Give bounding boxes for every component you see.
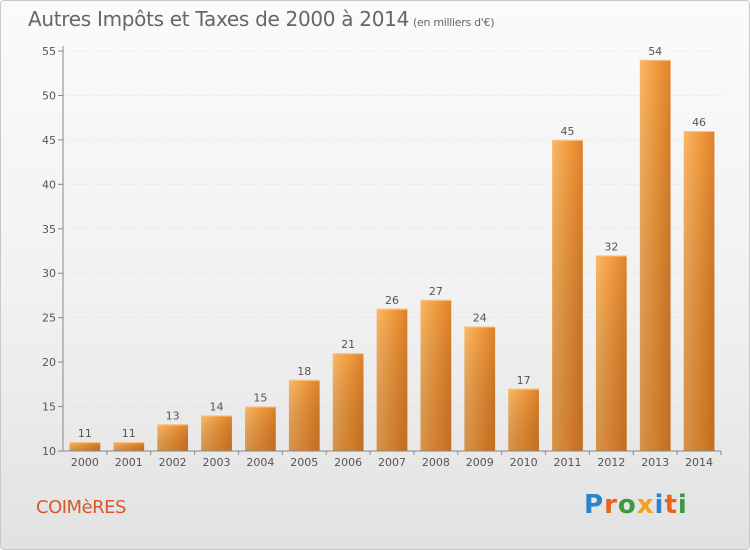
bar-shade — [464, 326, 496, 451]
x-tick-label: 2005 — [290, 456, 318, 469]
bar-shade — [288, 379, 320, 451]
y-tick-label: 50 — [42, 89, 56, 102]
x-tick-label: 2011 — [553, 456, 581, 469]
y-tick-label: 35 — [42, 223, 56, 236]
value-label: 45 — [560, 125, 574, 138]
logo-letter: i — [677, 490, 688, 520]
commune-name: COIMèRES — [36, 497, 126, 518]
axes — [58, 46, 722, 455]
value-label: 27 — [429, 285, 443, 298]
bar-shade — [201, 415, 232, 451]
value-label: 32 — [604, 240, 618, 253]
labels: 10 15 20 25 30 35 40 45 50 55 11 2000 11 2001 13 2002 14… — [42, 45, 713, 469]
bar-shade — [332, 353, 364, 451]
bar-shade — [508, 388, 539, 451]
x-tick-label: 2003 — [203, 456, 231, 469]
x-tick-label: 2004 — [246, 456, 274, 469]
y-tick-label: 45 — [42, 134, 56, 147]
logo-letter: t — [664, 490, 678, 520]
y-tick-label: 40 — [42, 178, 56, 191]
y-tick-label: 10 — [42, 445, 56, 458]
value-label: 13 — [166, 409, 180, 422]
x-tick-label: 2006 — [334, 456, 362, 469]
bar-shade — [376, 308, 408, 451]
logo-letter: P — [584, 490, 605, 520]
y-tick-label: 20 — [42, 356, 56, 369]
x-tick-label: 2007 — [378, 456, 406, 469]
bar-shade — [113, 442, 145, 451]
value-label: 24 — [473, 312, 487, 325]
bar-shade — [69, 442, 101, 451]
value-label: 46 — [692, 116, 706, 129]
x-tick-label: 2001 — [115, 456, 143, 469]
value-label: 11 — [122, 427, 136, 440]
logo-letter: i — [654, 490, 665, 520]
logo-letter: r — [604, 490, 618, 520]
bar-shade — [683, 131, 715, 451]
y-tick-label: 55 — [42, 45, 56, 58]
x-tick-label: 2000 — [71, 456, 99, 469]
value-label: 18 — [297, 365, 311, 378]
value-label: 15 — [253, 392, 267, 405]
proxiti-logo: Proxiti — [584, 490, 688, 520]
bar-shade — [420, 299, 452, 451]
logo-letter: o — [617, 490, 637, 520]
x-tick-label: 2012 — [597, 456, 625, 469]
value-label: 26 — [385, 294, 399, 307]
chart-subtitle: (en milliers d'€) — [413, 16, 495, 29]
y-tick-label: 30 — [42, 267, 56, 280]
y-tick-label: 15 — [42, 401, 56, 414]
value-label: 21 — [341, 338, 355, 351]
chart-title: Autres Impôts et Taxes de 2000 à 2014 (en… — [28, 7, 494, 31]
logo-letter: x — [636, 490, 655, 520]
x-tick-label: 2014 — [685, 456, 713, 469]
bar-shade — [157, 424, 189, 451]
bar-shade — [245, 406, 276, 451]
value-label: 54 — [648, 45, 662, 58]
bars — [69, 59, 715, 452]
chart-title-text: Autres Impôts et Taxes de 2000 à 2014 — [28, 7, 409, 31]
x-tick-label: 2008 — [422, 456, 450, 469]
x-tick-label: 2013 — [641, 456, 669, 469]
bar-shade — [595, 255, 627, 451]
value-label: 17 — [517, 374, 531, 387]
x-tick-label: 2002 — [159, 456, 187, 469]
x-tick-label: 2009 — [466, 456, 494, 469]
x-tick-label: 2010 — [510, 456, 538, 469]
y-tick-label: 25 — [42, 312, 56, 325]
value-label: 11 — [78, 427, 92, 440]
value-label: 14 — [210, 400, 224, 413]
bar-shade — [639, 59, 671, 452]
bar-shade — [552, 139, 583, 451]
